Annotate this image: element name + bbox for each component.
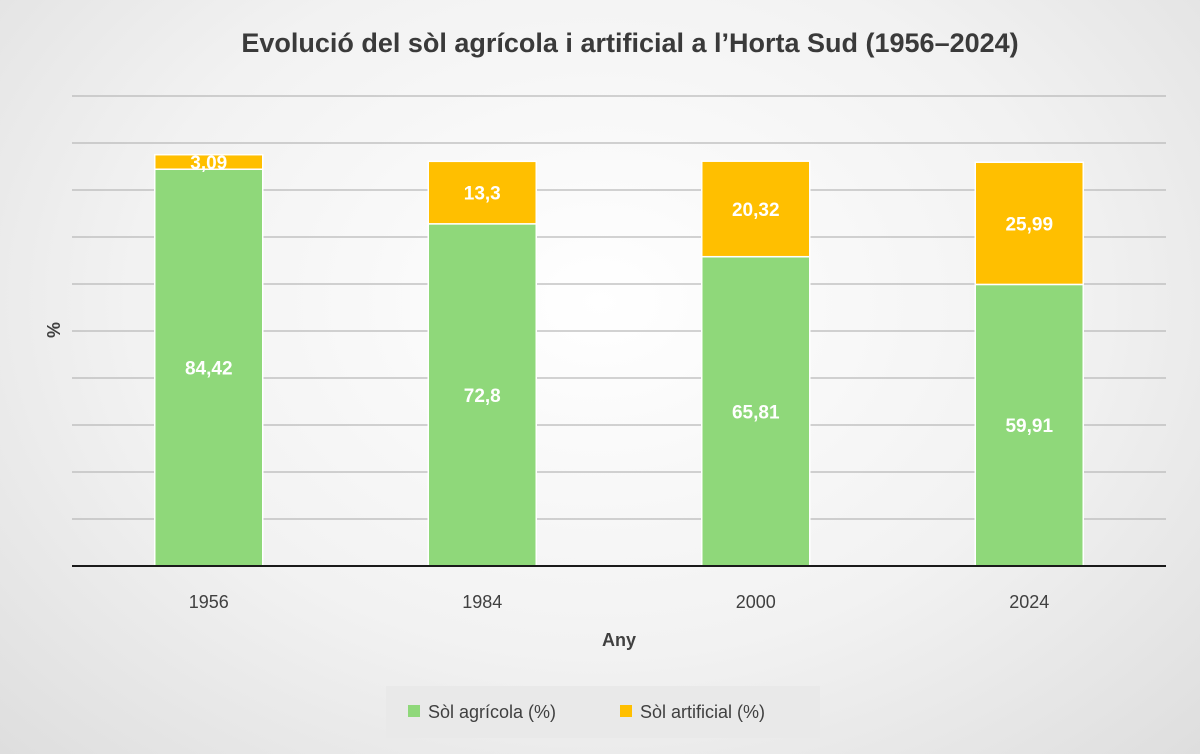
data-label-artificial-1956: 3,09 — [190, 153, 227, 174]
legend-label-agricola: Sòl agrícola (%) — [428, 702, 556, 722]
data-label-artificial-1984: 13,3 — [464, 184, 501, 205]
legend-background — [386, 686, 820, 738]
x-tick-1956: 1956 — [189, 592, 229, 612]
legend-swatch-agricola — [408, 705, 420, 717]
chart-title: Evolució del sòl agrícola i artificial a… — [241, 28, 1018, 58]
bar-artificial-1956 — [154, 153, 264, 170]
data-label-agricola-1956: 84,42 — [185, 359, 233, 380]
x-tick-labels: 1956 1984 2000 2024 — [189, 592, 1050, 612]
data-label-artificial-2024: 25,99 — [1005, 214, 1053, 235]
x-axis-label: Any — [602, 630, 636, 650]
x-tick-2000: 2000 — [736, 592, 776, 612]
data-label-agricola-2024: 59,91 — [1005, 416, 1053, 437]
legend-label-artificial: Sòl artificial (%) — [640, 702, 765, 722]
data-label-agricola-2000: 65,81 — [732, 402, 780, 423]
bar-artificial-2024 — [974, 161, 1084, 286]
x-tick-2024: 2024 — [1009, 592, 1049, 612]
bar-artificial-2000 — [701, 160, 811, 258]
legend-swatch-artificial — [620, 705, 632, 717]
bar-agricola-1984 — [427, 223, 537, 567]
legend: Sòl agrícola (%) Sòl artificial (%) — [386, 686, 820, 738]
bars: 84,42 3,09 72,8 13,3 65,81 20,32 59,91 25,99 — [154, 153, 1084, 567]
x-tick-1984: 1984 — [462, 592, 502, 612]
y-axis-label: % — [44, 322, 64, 338]
data-label-artificial-2000: 20,32 — [732, 200, 780, 221]
data-label-agricola-1984: 72,8 — [464, 386, 501, 407]
bar-artificial-1984 — [427, 160, 537, 225]
